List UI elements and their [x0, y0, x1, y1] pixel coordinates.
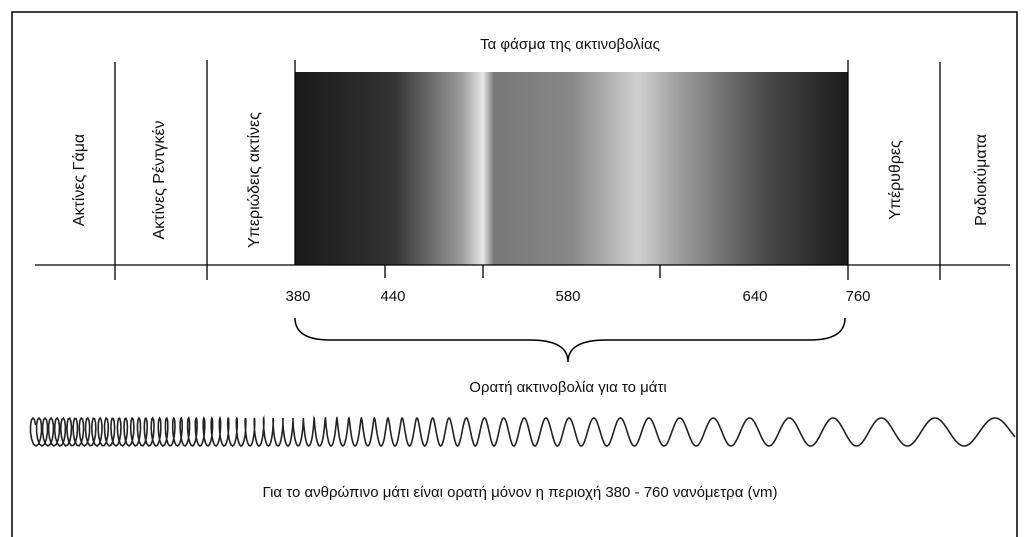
- band-label: Ραδιοκύματα: [973, 134, 990, 226]
- tick-label: 380: [285, 288, 310, 305]
- band-label: Υπεριώδεις ακτίνες: [246, 112, 263, 248]
- band-label: Ακτίνες Γάμα: [71, 134, 88, 226]
- band-label: Ακτίνες Ρέντγκέν: [151, 120, 168, 239]
- caption: Για το ανθρώπινο μάτι είναι ορατή μόνον …: [262, 484, 777, 501]
- title: Τα φάσμα της ακτινοβολίας: [480, 36, 660, 53]
- wave: [29, 415, 1016, 448]
- spectrum: [295, 72, 848, 265]
- brace: [294, 317, 846, 363]
- tick-label: 640: [742, 288, 767, 305]
- axis: [35, 60, 1010, 280]
- tick-label: 760: [845, 288, 870, 305]
- band-label: Υπέρυθρες: [887, 140, 904, 220]
- frame: [11, 11, 1018, 537]
- tick-label: 440: [380, 288, 405, 305]
- tick-label: 580: [555, 288, 580, 305]
- visible-label: Ορατή ακτινοβολία για το μάτι: [469, 379, 666, 396]
